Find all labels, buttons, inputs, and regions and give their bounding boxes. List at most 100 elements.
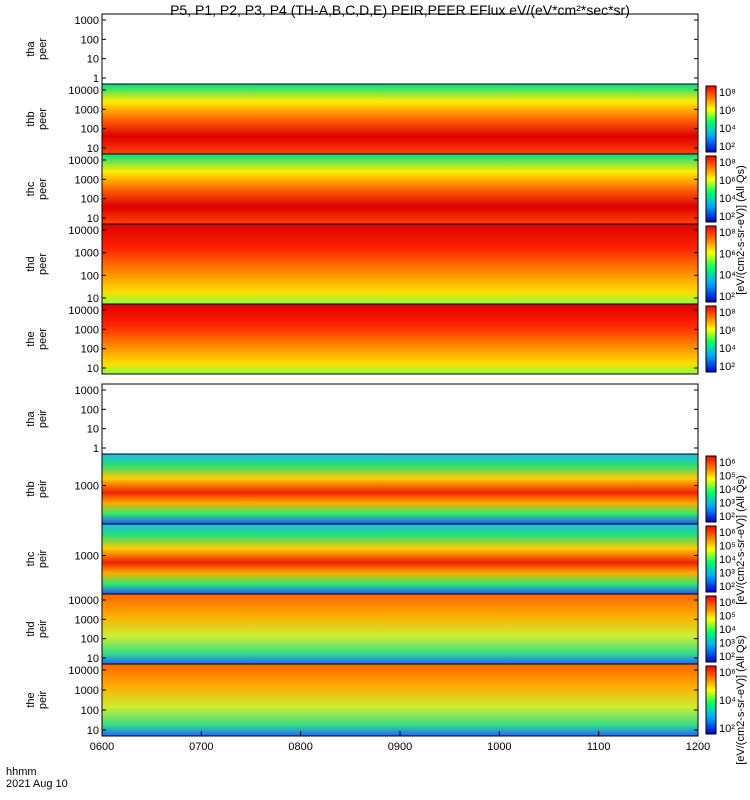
- tha-peer-ytick-label: 1: [93, 73, 99, 85]
- thd-peer-cbar-label: 10⁶: [719, 248, 736, 260]
- thd-peer-ytick-label: 10000: [68, 225, 99, 237]
- thd-peir-cbar-label: 10⁴: [719, 624, 736, 636]
- the-peer-cbar-label: 10⁶: [719, 325, 736, 337]
- xtick-label: 0700: [189, 741, 213, 753]
- thb-peir-cbar-label: 10²: [719, 511, 735, 523]
- thd-peer-colorbar: [705, 225, 717, 303]
- thb-peer-cbar-label: 10⁶: [719, 105, 736, 117]
- thc-peir-ylabel: thcpeir: [25, 549, 49, 568]
- tha-peir-ytick-label: 1: [93, 443, 99, 455]
- thb-peir-colorbar: [705, 455, 717, 523]
- the-peer-ytick-label: 10000: [68, 305, 99, 317]
- thb-peir-cbar-label: 10⁴: [719, 484, 736, 496]
- the-peer-frame: [101, 303, 699, 375]
- thd-peir-ylabel: thdpeir: [25, 619, 49, 638]
- thc-peer-ytick-label: 10000: [68, 155, 99, 167]
- thd-peir-ytick-label: 10000: [68, 595, 99, 607]
- xtick-label: 1200: [686, 741, 710, 753]
- thb-peer-ytick-label: 1000: [75, 104, 99, 116]
- the-peer-ytick-label: 100: [81, 344, 99, 356]
- thb-peir-spectrogram: [102, 454, 698, 524]
- thd-peir-cbar-label: 10⁶: [719, 597, 736, 609]
- thc-peir-spectrogram: [102, 524, 698, 594]
- thc-peir-cbar-label: 10⁶: [719, 527, 736, 539]
- thd-peir-cbar-label: 10³: [719, 638, 735, 650]
- thd-peer-ytick-label: 10: [87, 293, 99, 305]
- thc-peir-cbar-label: 10³: [719, 568, 735, 580]
- tha-peer-frame: [101, 13, 699, 85]
- thc-peer-cbar-label: 10⁸: [719, 157, 736, 169]
- the-peer-ytick-label: 1000: [75, 324, 99, 336]
- thb-peir-cbar-label: 10³: [719, 498, 735, 510]
- the-peir-ytick-label: 10: [87, 725, 99, 737]
- thb-peir-cbar-label: 10⁶: [719, 457, 736, 469]
- thb-peer-colorbar: [705, 85, 717, 153]
- thd-peer-spectrogram: [102, 224, 698, 304]
- xtick-label: 1000: [487, 741, 511, 753]
- the-peer-cbar-label: 10⁴: [719, 343, 736, 355]
- thb-peir-cbar-label: 10⁵: [719, 471, 736, 483]
- thc-peir-cbar-label: 10⁴: [719, 554, 736, 566]
- xtick-label: 0800: [288, 741, 312, 753]
- thd-peer-ytick-label: 100: [81, 270, 99, 282]
- tha-peir-ytick-label: 1000: [75, 385, 99, 397]
- tha-peir-ylabel: thapeir: [25, 409, 49, 428]
- thb-peer-cbar-label: 10²: [719, 141, 735, 153]
- the-peir-cbar-label: 10⁶: [719, 667, 736, 679]
- thb-peer-ylabel: thbpeer: [25, 108, 49, 130]
- thc-peer-ytick-label: 10: [87, 213, 99, 225]
- thd-peir-cbar-label: 10⁵: [719, 611, 736, 623]
- the-peir-ytick-label: 100: [81, 705, 99, 717]
- colorbar-unit-label: [eV/(cm2-s-sr-eV)] (All Qs): [735, 165, 747, 295]
- thd-peer-ytick-label: 1000: [75, 248, 99, 260]
- thb-peir-ylabel: thbpeir: [25, 479, 49, 498]
- thc-peer-ytick-label: 100: [81, 194, 99, 206]
- the-peir-cbar-label: 10²: [719, 723, 735, 735]
- the-peir-ylabel: thepeir: [25, 690, 49, 709]
- thc-peir-colorbar: [705, 525, 717, 593]
- thb-peer-cbar-label: 10⁸: [719, 87, 736, 99]
- xtick-label: 0600: [90, 741, 114, 753]
- thb-peer-spectrogram: [102, 84, 698, 154]
- the-peer-cbar-label: 10²: [719, 361, 735, 373]
- thd-peir-cbar-label: 10²: [719, 651, 735, 663]
- date-label: 2021 Aug 10: [6, 778, 68, 790]
- the-peer-colorbar: [705, 305, 717, 373]
- thb-peer-ytick-label: 100: [81, 124, 99, 136]
- tha-peer-ylabel: thapeer: [25, 38, 49, 60]
- the-peer-ylabel: thepeer: [25, 328, 49, 350]
- the-peir-spectrogram: [102, 664, 698, 736]
- thc-peer-colorbar: [705, 155, 717, 223]
- thd-peir-ytick-label: 1000: [75, 614, 99, 626]
- the-peer-cbar-label: 10⁸: [719, 307, 736, 319]
- thc-peer-cbar-label: 10⁶: [719, 175, 736, 187]
- tha-peer-ytick-label: 100: [81, 34, 99, 46]
- tha-peer-ytick-label: 1000: [75, 15, 99, 27]
- the-peir-ytick-label: 1000: [75, 685, 99, 697]
- xtick-label: 0900: [388, 741, 412, 753]
- the-peer-spectrogram: [102, 304, 698, 374]
- thb-peer-ytick-label: 10: [87, 143, 99, 155]
- the-peir-cbar-label: 10⁴: [719, 695, 736, 707]
- thd-peir-ytick-label: 10: [87, 653, 99, 665]
- colorbar-unit-label: [eV/(cm2-s-sr-eV)] (All Qs): [735, 475, 747, 605]
- thb-peer-cbar-label: 10⁴: [719, 123, 736, 135]
- colorbar-unit-label: [eV/(cm2-s-sr-eV)] (All Qs): [735, 635, 747, 765]
- thd-peer-cbar-label: 10⁸: [719, 227, 736, 239]
- tha-peir-ytick-label: 10: [87, 424, 99, 436]
- thc-peir-ytick-label: 1000: [75, 551, 99, 563]
- thd-peer-cbar-label: 10²: [719, 291, 735, 303]
- thd-peer-ylabel: thdpeer: [25, 253, 49, 275]
- the-peir-colorbar: [705, 665, 717, 735]
- tha-peer-ytick-label: 10: [87, 54, 99, 66]
- thb-peer-ytick-label: 10000: [68, 85, 99, 97]
- tha-peir-frame: [101, 383, 699, 455]
- thc-peer-cbar-label: 10²: [719, 211, 735, 223]
- time-format-label: hhmm: [6, 766, 37, 778]
- thc-peer-spectrogram: [102, 154, 698, 224]
- thd-peir-colorbar: [705, 595, 717, 663]
- thb-peir-ytick-label: 1000: [75, 481, 99, 493]
- thc-peir-cbar-label: 10⁵: [719, 541, 736, 553]
- thc-peer-ytick-label: 1000: [75, 174, 99, 186]
